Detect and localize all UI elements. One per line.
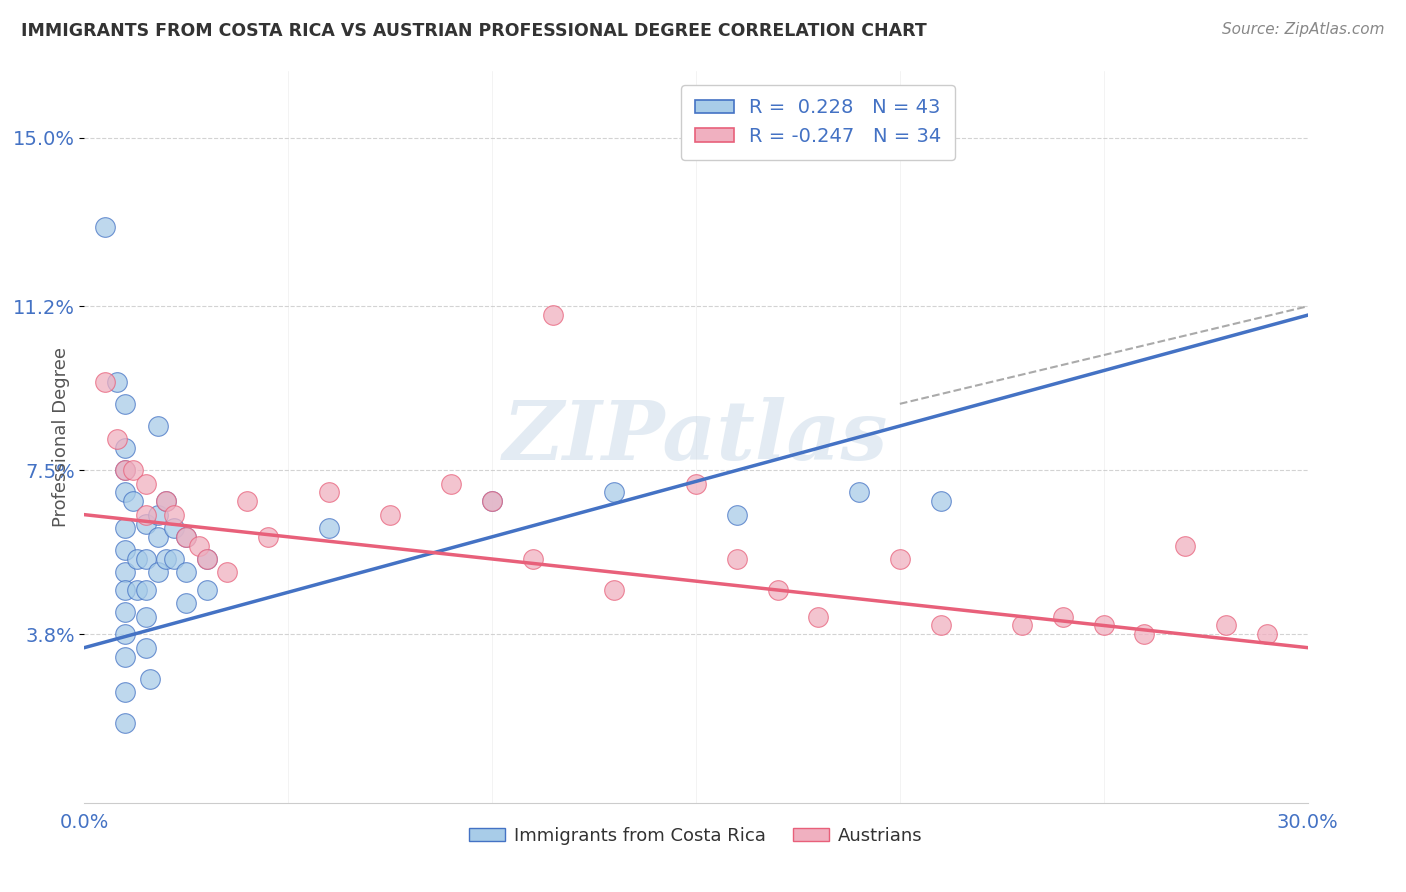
Point (114, 566, 136, 580)
Point (318, 485, 340, 500)
Point (135, 508, 157, 522)
Point (1092, 618, 1115, 632)
Point (217, 566, 239, 580)
Point (146, 530, 169, 544)
Point (195, 552, 218, 566)
Point (105, 375, 128, 389)
Point (725, 552, 748, 566)
Text: ZIPatlas: ZIPatlas (503, 397, 889, 477)
Point (236, 494, 259, 508)
Point (603, 582, 626, 597)
Legend: Immigrants from Costa Rica, Austrians: Immigrants from Costa Rica, Austrians (461, 820, 931, 852)
Point (114, 649, 136, 664)
Point (146, 419, 169, 434)
Point (155, 494, 177, 508)
Point (807, 609, 830, 624)
Point (174, 596, 197, 610)
Point (138, 672, 160, 686)
Point (163, 552, 186, 566)
Point (163, 508, 186, 522)
Point (146, 508, 169, 522)
Point (114, 397, 136, 411)
Point (318, 521, 340, 535)
Y-axis label: Professional Degree: Professional Degree (52, 347, 70, 527)
Point (543, 308, 565, 322)
Point (135, 609, 157, 624)
Point (122, 494, 145, 508)
Point (122, 463, 145, 477)
Point (114, 716, 136, 731)
Point (685, 476, 707, 491)
Point (114, 543, 136, 558)
Point (155, 494, 177, 508)
Point (114, 485, 136, 500)
Point (481, 494, 503, 508)
Point (195, 582, 218, 597)
Point (114, 463, 136, 477)
Point (146, 566, 169, 580)
Point (135, 582, 157, 597)
Point (174, 530, 197, 544)
Point (114, 441, 136, 455)
Point (114, 463, 136, 477)
Point (1011, 618, 1033, 632)
Text: IMMIGRANTS FROM COSTA RICA VS AUSTRIAN PROFESSIONAL DEGREE CORRELATION CHART: IMMIGRANTS FROM COSTA RICA VS AUSTRIAN P… (21, 22, 927, 40)
Point (766, 582, 789, 597)
Point (135, 476, 157, 491)
Point (603, 485, 626, 500)
Point (174, 530, 197, 544)
Text: Source: ZipAtlas.com: Source: ZipAtlas.com (1222, 22, 1385, 37)
Point (195, 552, 218, 566)
Point (105, 432, 128, 446)
Point (889, 552, 911, 566)
Point (929, 494, 952, 508)
Point (174, 566, 197, 580)
Point (1133, 627, 1156, 641)
Point (155, 552, 177, 566)
Point (1256, 627, 1278, 641)
Point (440, 476, 463, 491)
Point (257, 530, 280, 544)
Point (848, 485, 870, 500)
Point (163, 521, 186, 535)
Point (380, 508, 402, 522)
Point (135, 552, 157, 566)
Point (1174, 539, 1197, 553)
Point (93, 219, 115, 234)
Point (187, 539, 209, 553)
Point (1215, 618, 1237, 632)
Point (725, 508, 748, 522)
Point (127, 582, 149, 597)
Point (114, 627, 136, 641)
Point (929, 618, 952, 632)
Point (114, 582, 136, 597)
Point (114, 521, 136, 535)
Point (114, 605, 136, 619)
Point (93, 375, 115, 389)
Point (135, 640, 157, 655)
Point (481, 494, 503, 508)
Point (127, 552, 149, 566)
Point (1052, 609, 1074, 624)
Point (135, 516, 157, 531)
Point (522, 552, 544, 566)
Point (114, 685, 136, 699)
